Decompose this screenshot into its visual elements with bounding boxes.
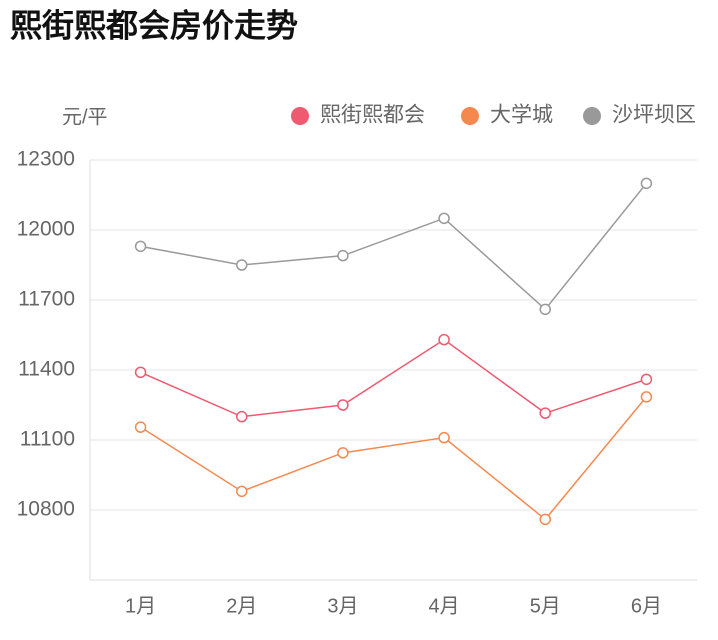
- x-tick-label: 2月: [226, 595, 257, 617]
- y-axis-label: 元/平: [62, 106, 108, 128]
- x-tick-label: 4月: [429, 595, 460, 617]
- x-tick-label: 3月: [327, 595, 358, 617]
- legend-label: 大学城: [490, 104, 553, 127]
- point: [337, 249, 349, 262]
- point: [134, 421, 147, 433]
- y-tick-label: 10800: [17, 498, 75, 521]
- series-line: [140, 396, 647, 521]
- chart-title: 熙街熙都会房价走势: [10, 7, 298, 43]
- series-line: [140, 338, 647, 418]
- legend-marker: [291, 107, 309, 125]
- point: [640, 177, 653, 190]
- point: [438, 333, 450, 346]
- point: [134, 240, 147, 253]
- point: [236, 485, 248, 498]
- point: [438, 212, 450, 225]
- legend-label: 沙坪坝区: [612, 104, 696, 127]
- legend-marker: [461, 107, 479, 125]
- x-tick-label: 5月: [530, 595, 561, 617]
- y-tick-label: 12000: [17, 218, 75, 241]
- x-tick-label: 6月: [631, 595, 662, 617]
- x-tick-label: 1月: [125, 595, 156, 617]
- point: [438, 431, 450, 444]
- legend-marker: [583, 107, 601, 125]
- point: [236, 410, 248, 423]
- point: [640, 391, 653, 403]
- y-tick-label: 11700: [18, 288, 75, 311]
- point: [134, 366, 147, 379]
- point: [337, 447, 349, 459]
- series-line: [140, 182, 648, 311]
- y-tick-label: 11100: [20, 428, 75, 451]
- legend-label: 熙街熙都会: [320, 104, 425, 127]
- point: [539, 303, 551, 316]
- y-tick-label: 12300: [17, 148, 75, 171]
- point: [539, 407, 551, 419]
- point: [337, 399, 349, 411]
- y-tick-label: 11400: [18, 358, 75, 381]
- point: [640, 373, 653, 386]
- point: [539, 513, 551, 526]
- point: [236, 259, 248, 271]
